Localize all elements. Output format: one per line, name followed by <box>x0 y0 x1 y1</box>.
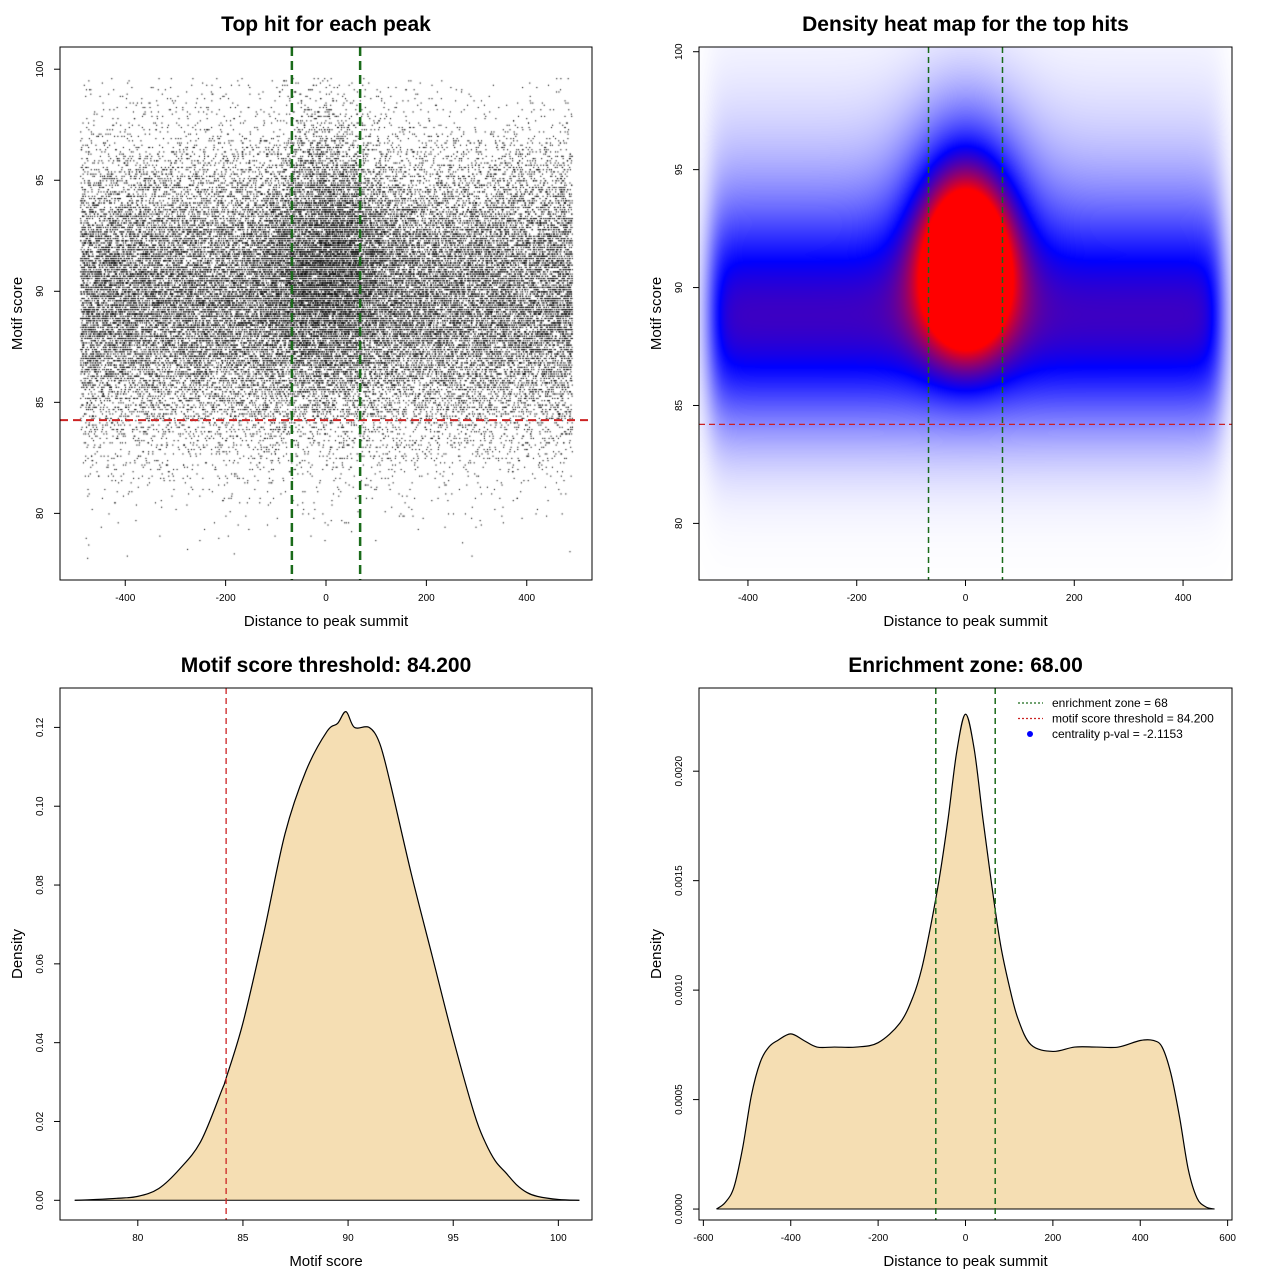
x-tick-label: 85 <box>237 1233 249 1244</box>
legend: enrichment zone = 68 motif score threshol… <box>1018 696 1214 741</box>
y-tick-label: 0.10 <box>35 796 46 816</box>
y-tick-label: 0.0005 <box>674 1084 685 1115</box>
distance-density-panel: Enrichment zone: 68.00 Distance to peak s… <box>648 654 1236 1270</box>
y-axis-label: Motif score <box>648 277 665 350</box>
x-tick-label: 200 <box>1045 1233 1062 1244</box>
density-curve <box>74 711 580 1201</box>
x-tick-label: -400 <box>781 1233 801 1244</box>
y-axis-label: Density <box>648 928 665 979</box>
x-axis-label: Distance to peak summit <box>883 1253 1048 1270</box>
x-tick-label: 90 <box>343 1233 355 1244</box>
score-density-panel: Motif score threshold: 84.200 Motif score… <box>9 654 593 1270</box>
x-tick-label: 0 <box>323 593 329 604</box>
y-tick-label: 0.08 <box>35 875 46 895</box>
x-tick-label: -400 <box>738 593 758 604</box>
x-tick-label: 400 <box>1132 1233 1149 1244</box>
chart-title: Enrichment zone: 68.00 <box>848 654 1083 677</box>
chart-title: Density heat map for the top hits <box>802 13 1129 36</box>
legend-point-swatch <box>1027 731 1033 737</box>
x-axis-label: Distance to peak summit <box>883 613 1048 630</box>
x-tick-label: -600 <box>693 1233 713 1244</box>
x-tick-label: 200 <box>1066 593 1083 604</box>
y-tick-label: 90 <box>674 282 685 294</box>
y-tick-label: 85 <box>674 399 685 411</box>
x-tick-label: 200 <box>418 593 435 604</box>
legend-label: enrichment zone = 68 <box>1052 696 1168 710</box>
density-area <box>74 711 580 1201</box>
y-tick-label: 0.00 <box>35 1190 46 1210</box>
y-tick-label: 90 <box>35 285 46 297</box>
x-tick-label: 95 <box>448 1233 460 1244</box>
y-tick-label: 0.12 <box>35 717 46 737</box>
scatter-panel: Top hit for each peak Distance to peak su… <box>9 13 593 630</box>
density-heatmap <box>699 47 1232 580</box>
x-tick-label: -200 <box>216 593 236 604</box>
y-tick-label: 80 <box>35 507 46 519</box>
y-tick-label: 100 <box>35 60 46 77</box>
x-tick-label: 400 <box>1175 593 1192 604</box>
y-tick-label: 0.0010 <box>674 974 685 1005</box>
x-tick-label: 0 <box>963 593 969 604</box>
y-tick-label: 95 <box>35 174 46 186</box>
legend-label: motif score threshold = 84.200 <box>1052 712 1214 726</box>
plot-frame <box>59 687 593 1221</box>
chart-title: Motif score threshold: 84.200 <box>181 654 472 677</box>
y-axis-label: Motif score <box>9 277 26 350</box>
x-tick-label: 400 <box>518 593 535 604</box>
y-axis-label: Density <box>9 928 26 979</box>
x-tick-label: -200 <box>868 1233 888 1244</box>
y-tick-label: 100 <box>674 43 685 60</box>
x-tick-label: -200 <box>847 593 867 604</box>
y-tick-label: 0.02 <box>35 1111 46 1131</box>
y-tick-label: 0.0020 <box>674 755 685 786</box>
y-tick-label: 0.04 <box>35 1032 46 1052</box>
heatmap-panel: Density heat map for the top hits Distanc… <box>648 13 1233 630</box>
legend-label: centrality p-val = -2.1153 <box>1052 727 1183 741</box>
x-axis-label: Motif score <box>289 1253 362 1270</box>
y-tick-label: 80 <box>674 517 685 529</box>
y-tick-label: 0.0000 <box>674 1193 685 1224</box>
x-tick-label: -400 <box>115 593 135 604</box>
y-tick-label: 0.06 <box>35 954 46 974</box>
x-tick-label: 0 <box>963 1233 969 1244</box>
x-axis-label: Distance to peak summit <box>244 613 409 630</box>
y-tick-label: 95 <box>674 164 685 176</box>
density-area <box>716 714 1215 1210</box>
x-tick-label: 600 <box>1219 1233 1236 1244</box>
x-tick-label: 100 <box>550 1233 567 1244</box>
density-curve <box>716 713 1215 1210</box>
y-tick-label: 85 <box>35 396 46 408</box>
y-tick-label: 0.0015 <box>674 865 685 896</box>
chart-title: Top hit for each peak <box>221 13 431 36</box>
x-tick-label: 80 <box>132 1233 144 1244</box>
scatter-points <box>60 47 592 580</box>
